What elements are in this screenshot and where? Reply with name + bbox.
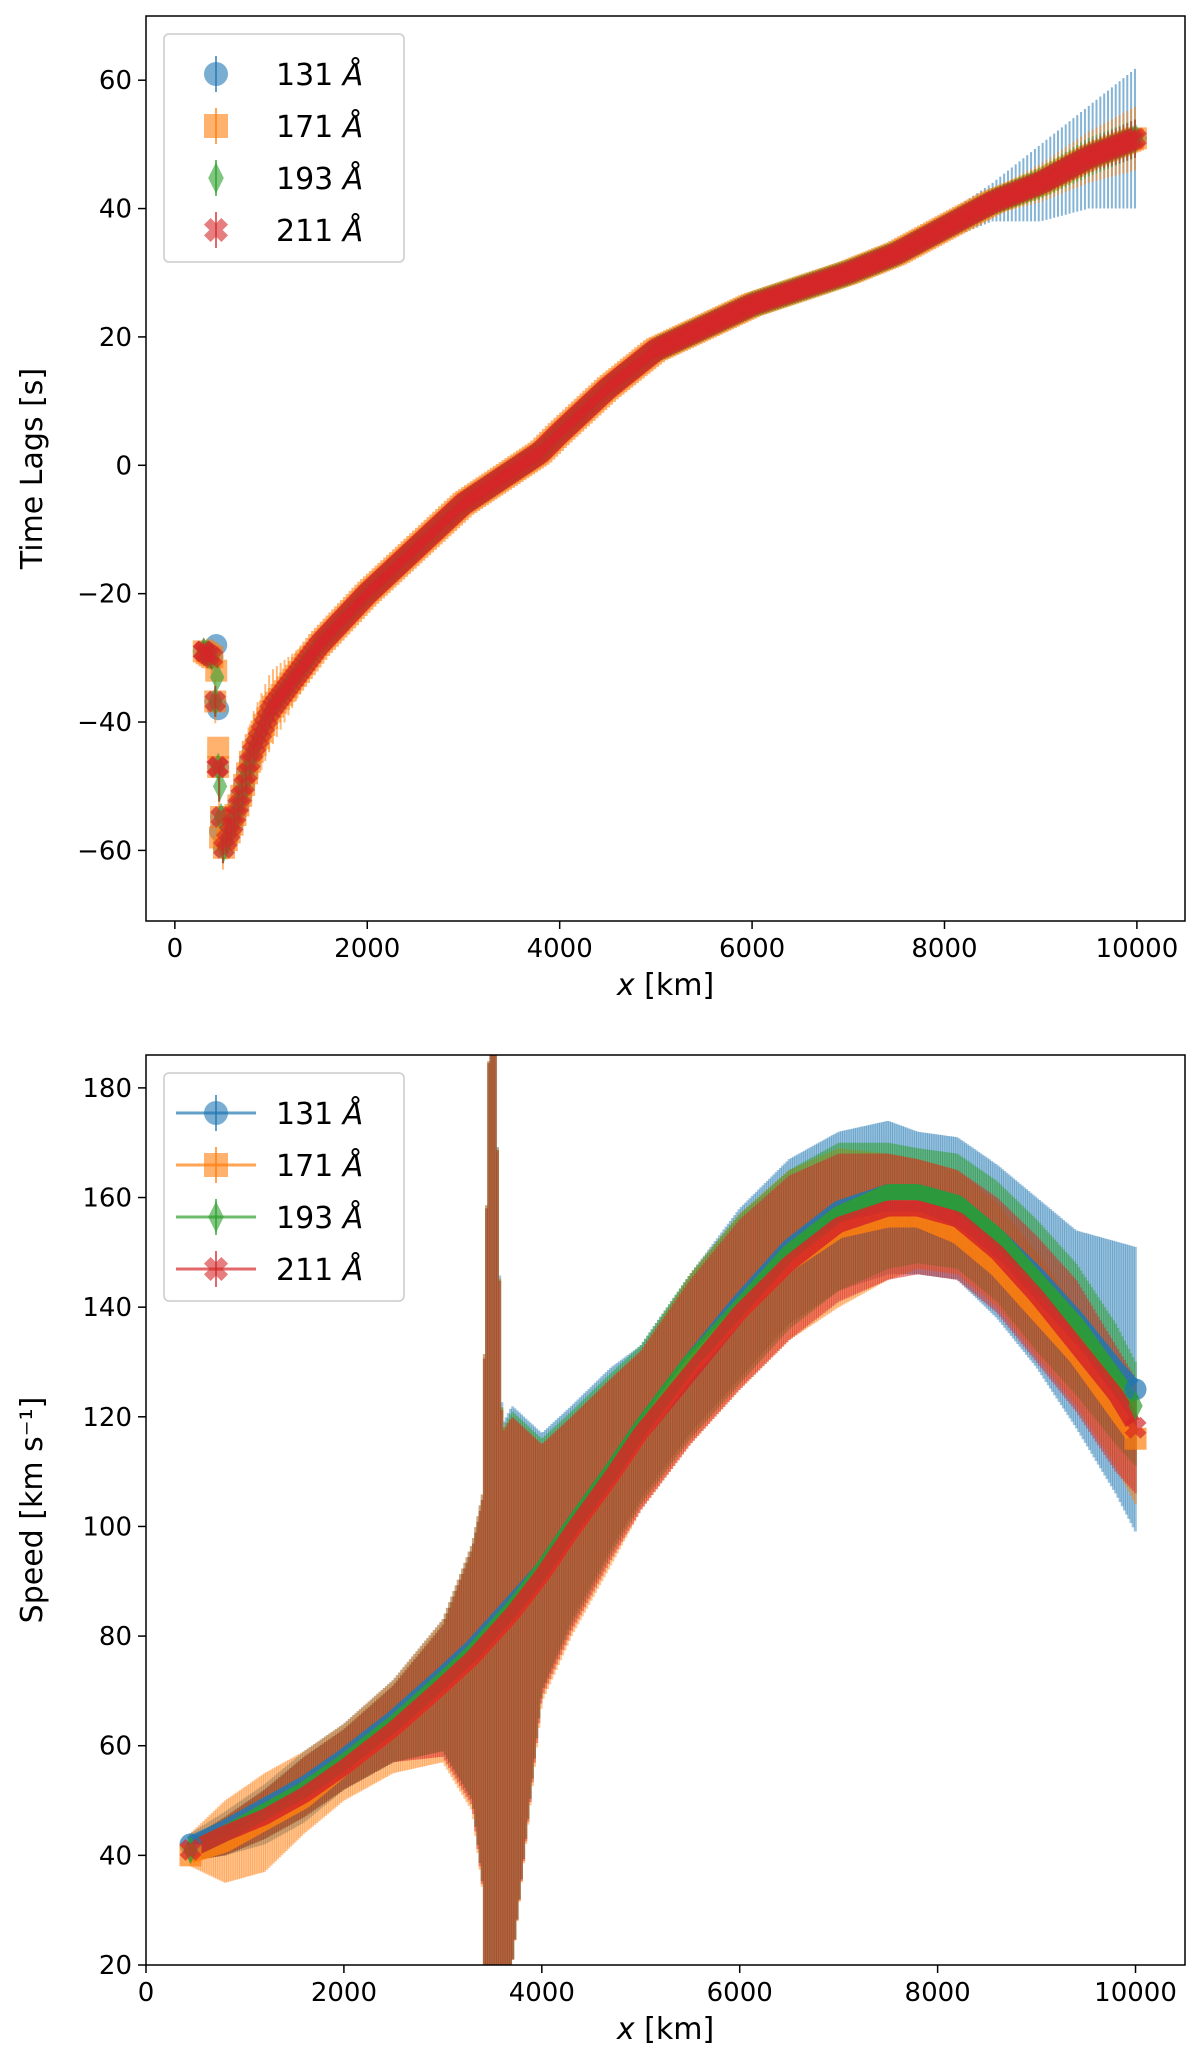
speed-ticks: 0 2000 4000 6000 8000 10000 20 40 60 80 100 120 140 1… [82, 1074, 1177, 2008]
time-lags-y-axis-label: Time Lags [s] [15, 368, 50, 570]
speed-panel: 0 2000 4000 6000 8000 10000 20 40 60 80 100 120 140 1… [15, 1054, 1186, 2047]
legend-unit: Å [341, 57, 364, 93]
series-end-marker-131 [1124, 1378, 1147, 1401]
x-tick-label: 4000 [527, 934, 593, 964]
error-band-211 [189, 1055, 1137, 1965]
y-tick-label: 80 [99, 1622, 132, 1652]
speed-x-axis-label: x [km] [616, 2012, 714, 2047]
legend-unit: Å [341, 161, 364, 197]
y-tick-label: 20 [99, 1951, 132, 1981]
legend-label: 171 Å [276, 109, 363, 145]
x-tick-label: 6000 [707, 1978, 773, 2008]
outlier-point [210, 662, 225, 692]
legend-unit: Å [341, 109, 364, 145]
time-lags-ticks: 0 2000 4000 6000 8000 10000 −60 −40 −20 0 20 40 60 [77, 66, 1178, 964]
outlier-point [207, 736, 230, 759]
legend-marker [208, 1201, 224, 1233]
legend-marker [204, 1257, 228, 1281]
legend-wavelength: 211 [276, 1253, 343, 1288]
x-axis-unit: [km] [635, 968, 715, 1003]
legend-marker [208, 162, 224, 194]
y-tick-label: 100 [82, 1512, 132, 1542]
x-tick-label: 2000 [334, 934, 400, 964]
legend-box [163, 1072, 405, 1302]
time-lags-axes-frame [145, 15, 1186, 922]
x-axis-unit: [km] [635, 2012, 715, 2047]
x-tick-label: 0 [167, 934, 184, 964]
y-tick-label: 140 [82, 1293, 132, 1323]
x-tick-label: 8000 [911, 934, 977, 964]
x-tick-label: 4000 [509, 1978, 575, 2008]
speed-plot-area [179, 1055, 1147, 1965]
y-tick-label: 60 [99, 66, 132, 96]
data-point [204, 690, 227, 713]
legend-marker [204, 62, 228, 86]
legend-unit: Å [341, 1096, 364, 1132]
y-tick-label: 20 [99, 323, 132, 353]
y-tick-label: 180 [82, 1074, 132, 1104]
legend-wavelength: 131 [276, 1097, 343, 1132]
time-lags-panel: 0 2000 4000 6000 8000 10000 −60 −40 −20 0 20 40 60 x… [15, 15, 1186, 1003]
outlier-point [206, 755, 229, 778]
y-tick-label: −40 [77, 708, 132, 738]
x-tick-label: 10000 [1096, 934, 1179, 964]
legend-box [163, 33, 405, 263]
legend-marker [204, 218, 228, 242]
legend-unit: Å [341, 213, 364, 249]
legend-label: 193 Å [276, 161, 363, 197]
legend-label: 211 Å [276, 1252, 363, 1288]
series-end-marker-211 [1124, 1416, 1147, 1439]
x-tick-label: 2000 [311, 1978, 377, 2008]
x-axis-variable: x [616, 2012, 635, 2047]
legend-label: 131 Å [276, 57, 363, 93]
y-tick-label: 40 [99, 1841, 132, 1871]
y-tick-label: −20 [77, 580, 132, 610]
legend-label: 211 Å [276, 213, 363, 249]
x-tick-label: 8000 [905, 1978, 971, 2008]
y-tick-label: 60 [99, 1732, 132, 1762]
speed-axes-frame [145, 1054, 1186, 1966]
series-line-211 [186, 1200, 1140, 1858]
data-point [1124, 127, 1147, 150]
series-start-marker-211 [179, 1838, 202, 1861]
legend-wavelength: 131 [276, 58, 343, 93]
legend-marker [204, 1153, 228, 1177]
speed-y-axis-label: Speed [km s⁻¹] [15, 1397, 50, 1624]
y-tick-label: 160 [82, 1184, 132, 1214]
x-tick-label: 0 [138, 1978, 155, 2008]
y-tick-label: 40 [99, 195, 132, 225]
legend-unit: Å [341, 1148, 364, 1184]
legend-wavelength: 193 [276, 162, 343, 197]
x-axis-variable: x [616, 968, 635, 1003]
series-211 [192, 119, 1147, 864]
legend-label: 193 Å [276, 1200, 363, 1236]
legend-marker [204, 1101, 228, 1125]
time-lags-data [192, 68, 1147, 870]
speed-data [179, 1055, 1147, 1965]
y-tick-label: 0 [115, 451, 132, 481]
x-tick-label: 10000 [1094, 1978, 1177, 2008]
x-tick-label: 6000 [719, 934, 785, 964]
y-tick-label: 120 [82, 1403, 132, 1433]
outlier-point [192, 640, 215, 663]
legend-unit: Å [341, 1200, 364, 1236]
legend-label: 131 Å [276, 1096, 363, 1132]
series-end-marker-193 [1128, 1391, 1143, 1421]
legend-unit: Å [341, 1252, 364, 1288]
legend-wavelength: 193 [276, 1201, 343, 1236]
legend-wavelength: 171 [276, 110, 343, 145]
y-tick-label: −60 [77, 836, 132, 866]
time-lags-x-axis-label: x [km] [616, 968, 714, 1003]
legend-marker [204, 114, 228, 138]
legend-wavelength: 171 [276, 1149, 343, 1184]
legend-wavelength: 211 [276, 214, 343, 249]
legend-label: 171 Å [276, 1148, 363, 1184]
